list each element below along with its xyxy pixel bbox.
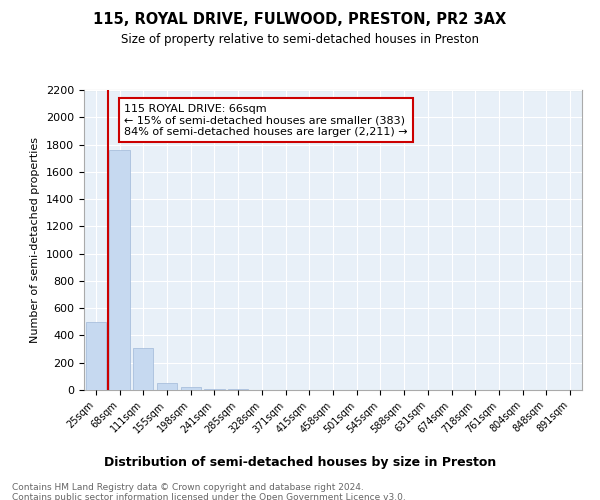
Bar — [157, 383, 177, 390]
Text: 115, ROYAL DRIVE, FULWOOD, PRESTON, PR2 3AX: 115, ROYAL DRIVE, FULWOOD, PRESTON, PR2 … — [94, 12, 506, 28]
Text: 115 ROYAL DRIVE: 66sqm
← 15% of semi-detached houses are smaller (383)
84% of se: 115 ROYAL DRIVE: 66sqm ← 15% of semi-det… — [124, 104, 408, 137]
Bar — [86, 322, 106, 390]
Bar — [133, 348, 154, 390]
Text: Size of property relative to semi-detached houses in Preston: Size of property relative to semi-detach… — [121, 32, 479, 46]
Bar — [109, 150, 130, 390]
Y-axis label: Number of semi-detached properties: Number of semi-detached properties — [31, 137, 40, 343]
Bar — [205, 388, 224, 390]
Text: Contains HM Land Registry data © Crown copyright and database right 2024.
Contai: Contains HM Land Registry data © Crown c… — [12, 482, 406, 500]
Bar — [181, 388, 201, 390]
Text: Distribution of semi-detached houses by size in Preston: Distribution of semi-detached houses by … — [104, 456, 496, 469]
